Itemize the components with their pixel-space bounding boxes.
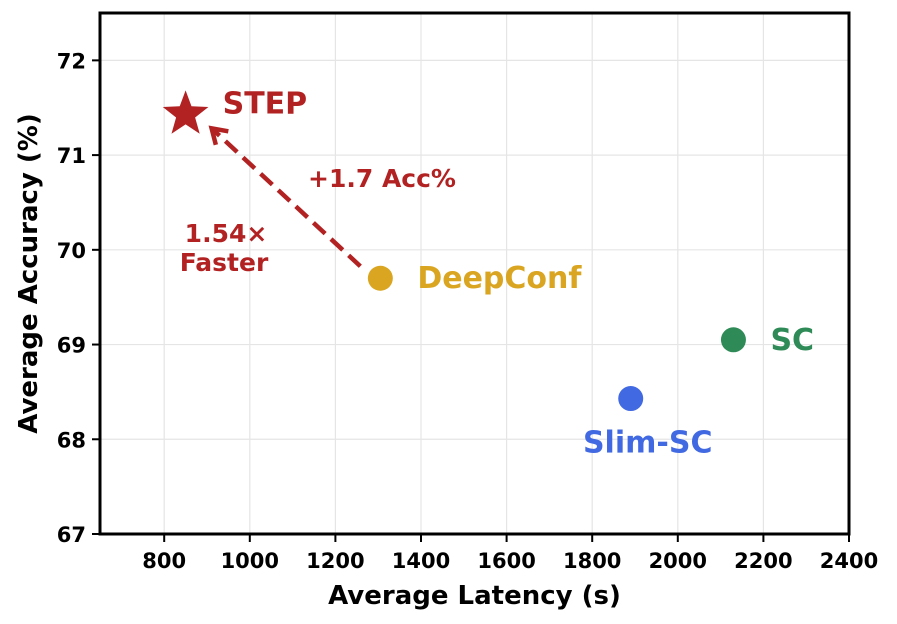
annotation-accuracy-gain: +1.7 Acc% [308, 164, 456, 193]
point-deepconf-marker [367, 265, 393, 291]
y-tick-label: 69 [57, 334, 86, 358]
point-slim-sc-marker [618, 386, 644, 412]
y-tick-label: 71 [57, 144, 86, 168]
plot-frame [98, 11, 851, 536]
annotation-speedup-factor: 1.54× [185, 219, 268, 248]
point-label-slim-sc: Slim-SC [583, 426, 713, 461]
x-tick-label: 1000 [221, 549, 279, 573]
point-label-step: STEP [223, 86, 308, 121]
y-tick-label: 70 [57, 239, 86, 263]
improvement-arrow-line [210, 126, 362, 268]
x-tick-label: 2400 [820, 549, 878, 573]
improvement-arrow-head [208, 125, 229, 146]
annotation-speedup-word: Faster [180, 248, 269, 277]
x-tick-label: 2200 [734, 549, 792, 573]
x-axis-title: Average Latency (s) [328, 581, 621, 611]
y-axis-title: Average Accuracy (%) [14, 113, 44, 434]
y-tick-label: 67 [57, 523, 86, 547]
x-tick-label: 1800 [563, 549, 621, 573]
point-label-deepconf: DeepConf [417, 261, 582, 296]
x-tick-label: 1200 [306, 549, 364, 573]
point-sc-marker [720, 327, 746, 353]
x-tick-label: 1600 [477, 549, 535, 573]
x-tick-label: 800 [142, 549, 186, 573]
y-tick-label: 68 [57, 428, 86, 452]
y-tick-label: 72 [57, 49, 86, 73]
point-step-star [162, 90, 209, 134]
x-tick-label: 2000 [649, 549, 707, 573]
point-label-sc: SC [770, 323, 814, 358]
x-tick-label: 1400 [392, 549, 450, 573]
